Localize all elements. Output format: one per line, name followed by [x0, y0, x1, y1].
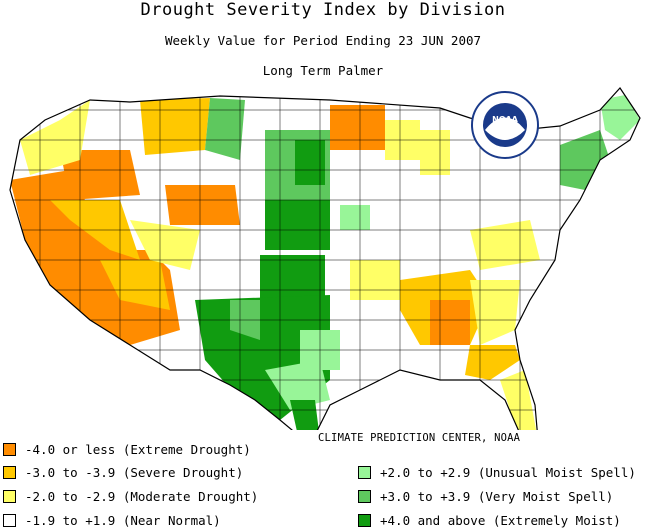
legend-swatch [3, 466, 16, 479]
legend-near-normal: -1.9 to +1.9 (Near Normal) [3, 513, 221, 528]
division-moderate-drought-florida [500, 370, 538, 430]
division-moderate-drought-utah [130, 220, 200, 270]
division-very-moist-montana-east [205, 98, 245, 160]
division-extreme-drought-minnesota [330, 105, 385, 150]
legend-label: +3.0 to +3.9 (Very Moist Spell) [380, 489, 614, 504]
us-drought-map: NOAA [9, 87, 641, 430]
division-extremely-moist-nebraska [265, 200, 330, 250]
legend-very-moist: +3.0 to +3.9 (Very Moist Spell) [358, 489, 613, 504]
division-moderate-drought-missouri [350, 260, 400, 300]
legend-label: -1.9 to +1.9 (Near Normal) [25, 513, 221, 528]
map-title: Drought Severity Index by Division [140, 0, 506, 20]
credit-text: CLIMATE PREDICTION CENTER, NOAA [318, 432, 521, 444]
division-extremely-moist-kansas-oklahoma [260, 255, 325, 300]
division-moderate-drought-carolinas [470, 280, 520, 345]
legend-unusual-moist: +2.0 to +2.9 (Unusual Moist Spell) [358, 465, 636, 480]
legend-moderate-drought: -2.0 to -2.9 (Moderate Drought) [3, 489, 258, 504]
noaa-logo: NOAA [471, 91, 539, 159]
legend-label: -3.0 to -3.9 (Severe Drought) [25, 465, 244, 480]
division-unusual-moist-texas-south [265, 360, 330, 410]
legend-swatch [358, 490, 371, 503]
division-extremely-moist-texas-coast [290, 400, 320, 430]
division-severe-drought-georgia [465, 345, 520, 380]
legend-extremely-moist: +4.0 and above (Extremely Moist) [358, 513, 621, 528]
division-unusual-moist-iowa [340, 205, 370, 230]
division-moderate-drought-michigan [420, 130, 450, 175]
noaa-logo-text: NOAA [492, 115, 518, 124]
legend-label: +4.0 and above (Extremely Moist) [380, 513, 621, 528]
legend-extreme-drought: -4.0 or less (Extreme Drought) [3, 442, 251, 457]
index-name: Long Term Palmer [262, 63, 384, 78]
legend-label: -2.0 to -2.9 (Moderate Drought) [25, 489, 259, 504]
division-moderate-drought-washington [20, 100, 90, 175]
legend-swatch [3, 514, 16, 527]
legend-label: -4.0 or less (Extreme Drought) [25, 442, 251, 457]
legend-label: +2.0 to +2.9 (Unusual Moist Spell) [380, 465, 636, 480]
legend-swatch [3, 443, 16, 456]
legend-swatch [358, 466, 371, 479]
division-extreme-drought-wyoming [165, 185, 240, 225]
legend-swatch [358, 514, 371, 527]
map-subtitle: Weekly Value for Period Ending 23 JUN 20… [164, 33, 482, 48]
us-outline [9, 87, 641, 430]
division-extreme-drought-alabama [430, 300, 470, 345]
legend-swatch [3, 490, 16, 503]
division-severe-drought-arizona [100, 260, 170, 310]
division-extremely-moist-dakotas [295, 140, 325, 185]
legend-severe-drought: -3.0 to -3.9 (Severe Drought) [3, 465, 243, 480]
division-fill-layer [10, 88, 640, 430]
division-unusual-moist-maine [600, 95, 640, 140]
division-moderate-drought-virginia [470, 220, 540, 270]
division-severe-drought-montana [140, 98, 210, 155]
